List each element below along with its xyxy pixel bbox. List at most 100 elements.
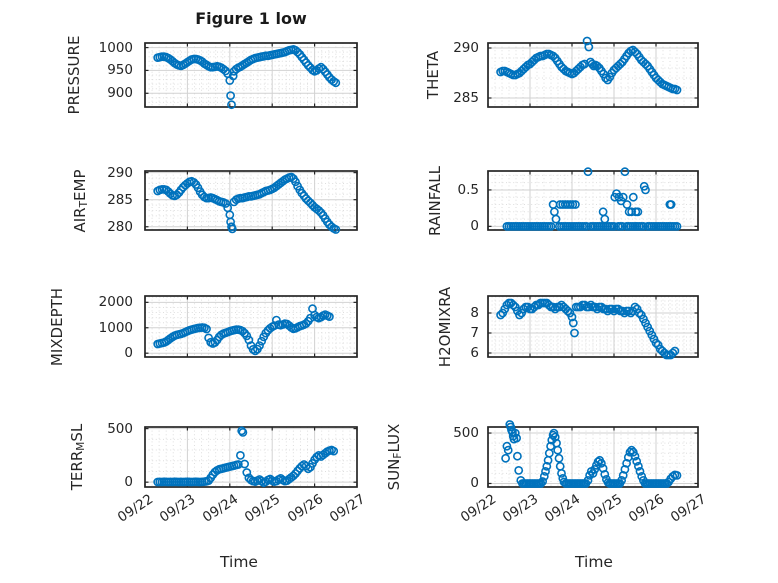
minor-grid: [488, 171, 698, 230]
y-axis-label-subscript: F: [391, 452, 404, 459]
data-point: [512, 433, 521, 443]
y-axis-label-text: MIXDEPTH: [48, 287, 66, 366]
data-point: [582, 36, 592, 46]
data-point: [583, 167, 593, 177]
y-tick-label: 1000: [98, 39, 133, 56]
data-point: [257, 336, 266, 346]
y-tick-label: 900: [107, 85, 133, 102]
data-point: [548, 51, 558, 61]
data-point: [503, 445, 513, 455]
data-point: [668, 348, 678, 358]
data-point: [615, 59, 625, 69]
y-tick-label: 0: [124, 474, 133, 491]
data-point: [551, 214, 561, 224]
data-point: [549, 428, 559, 438]
axis-box: [144, 42, 358, 108]
data-point: [601, 304, 610, 314]
data-point: [314, 206, 324, 215]
data-point: [590, 302, 600, 312]
data-point: [628, 192, 638, 202]
y-tick-label: 280: [107, 218, 133, 235]
data-point: [609, 222, 619, 231]
axis-box: [144, 170, 358, 231]
data-point: [523, 302, 533, 312]
subplot-sun_flux: [487, 420, 699, 488]
data-point: [630, 47, 640, 57]
data-point: [576, 302, 585, 312]
data-point: [634, 308, 644, 318]
tick-marks: [144, 296, 358, 357]
data-point: [597, 458, 606, 468]
data-point: [301, 319, 311, 328]
data-point: [568, 318, 578, 328]
data-point: [514, 466, 524, 475]
y-tick-label: 0: [470, 475, 479, 492]
data-point: [641, 59, 650, 69]
data-points: [501, 420, 682, 488]
data-point: [618, 192, 628, 202]
data-point: [582, 222, 592, 231]
data-point: [620, 167, 630, 177]
data-point: [630, 302, 640, 312]
data-point: [502, 300, 512, 310]
data-point: [590, 465, 600, 474]
y-tick-label: 0: [470, 218, 479, 235]
data-point: [189, 177, 199, 187]
data-point: [557, 469, 566, 478]
data-point: [238, 427, 248, 437]
data-point: [638, 222, 648, 231]
data-point: [592, 304, 602, 314]
tick-marks: [487, 296, 699, 357]
x-axis-label-left: Time: [220, 553, 258, 571]
y-tick-label: 0.5: [457, 181, 479, 198]
axis-box: [487, 426, 699, 488]
axis-box: [144, 426, 358, 488]
data-point: [542, 461, 552, 471]
data-point: [502, 441, 512, 451]
data-point: [227, 224, 237, 234]
data-point: [597, 302, 606, 312]
data-point: [303, 61, 313, 70]
figure-title: Figure 1 low: [195, 9, 307, 28]
data-point: [571, 200, 580, 209]
data-point: [515, 310, 524, 320]
data-point: [633, 207, 643, 217]
data-point: [237, 426, 247, 436]
data-point: [603, 306, 613, 316]
data-point: [617, 476, 626, 485]
data-points: [153, 304, 334, 356]
data-points: [496, 298, 680, 360]
y-tick-label: 500: [107, 420, 133, 437]
subplot-pressure: [144, 42, 358, 110]
y-tick-label: 0: [124, 345, 133, 362]
y-axis-label-h2omixra: H2OMIXRA: [436, 242, 454, 412]
data-point: [202, 324, 211, 334]
data-points: [496, 36, 682, 95]
data-point: [553, 445, 563, 455]
data-point: [536, 479, 546, 488]
data-point: [633, 461, 643, 471]
data-point: [672, 85, 682, 95]
data-point: [672, 222, 682, 231]
data-point: [554, 453, 564, 463]
data-point: [510, 428, 520, 438]
data-point: [672, 471, 682, 480]
data-point: [508, 300, 518, 310]
y-axis-label-text: SUN: [385, 458, 403, 491]
data-point: [626, 308, 636, 318]
data-point: [210, 338, 220, 347]
y-axis-label-text: LUX: [385, 423, 403, 453]
data-point: [240, 459, 249, 469]
data-point: [271, 315, 281, 325]
data-point: [567, 312, 577, 322]
data-point: [600, 470, 610, 479]
data-point: [666, 200, 676, 209]
axis-box: [487, 295, 699, 358]
y-axis-label-text: EMP: [71, 169, 89, 201]
y-tick-label: 7: [470, 325, 479, 341]
axis-box: [144, 295, 358, 358]
data-point: [496, 310, 505, 320]
data-point: [238, 326, 247, 336]
data-point: [538, 477, 547, 486]
y-axis-label-text: PRESSURE: [65, 35, 83, 115]
